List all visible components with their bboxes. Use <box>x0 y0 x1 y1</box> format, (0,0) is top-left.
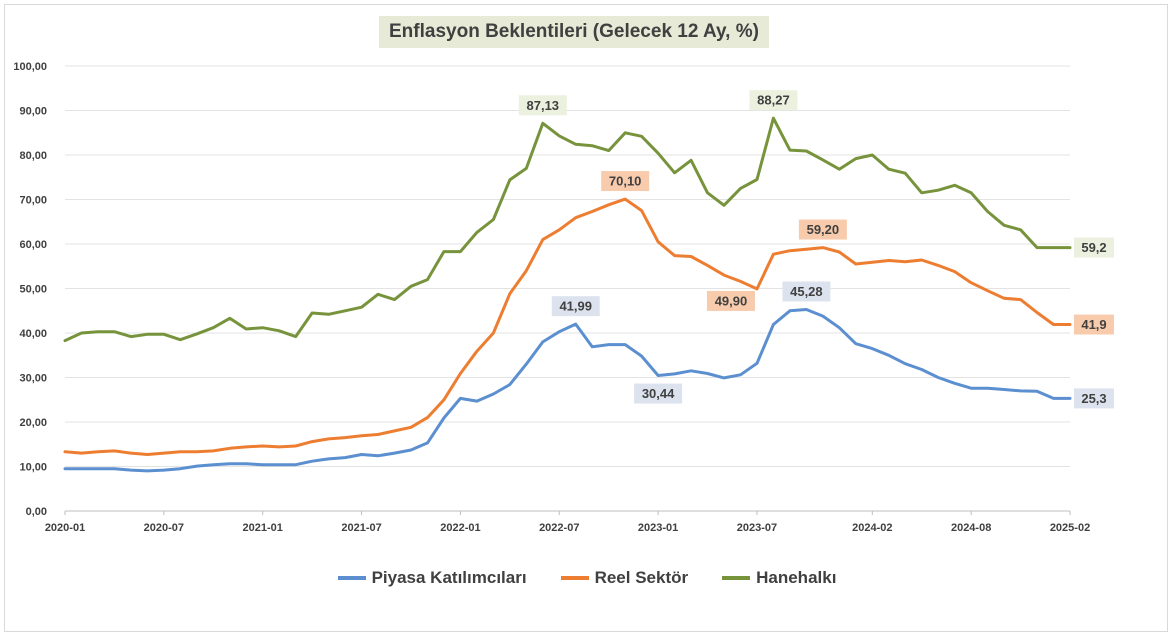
y-tick-label: 10,00 <box>19 462 47 474</box>
data-label: 59,2 <box>1081 240 1106 255</box>
series-line-2 <box>63 116 1072 343</box>
x-tick-label: 2023-07 <box>737 522 777 534</box>
data-label: 88,27 <box>757 93 790 108</box>
legend-item-hanehalki: Hanehalkı <box>722 568 836 588</box>
legend-swatch-piyasa <box>337 576 366 580</box>
data-label-bg <box>706 290 755 311</box>
chart-title: Enflasyon Beklentileri (Gelecek 12 Ay, %… <box>379 16 769 48</box>
y-tick-label: 20,00 <box>19 417 47 429</box>
legend-item-piyasa: Piyasa Katılımcıları <box>337 568 527 588</box>
y-tick-label: 0,00 <box>26 506 47 518</box>
x-tick-label: 2021-01 <box>243 522 283 534</box>
data-label-bg <box>749 90 798 111</box>
x-tick-label: 2024-02 <box>852 522 892 534</box>
data-label-bg <box>601 171 650 192</box>
y-tick-label: 50,00 <box>19 284 47 296</box>
data-label: 70,10 <box>609 174 642 189</box>
legend-swatch-reel <box>560 576 589 580</box>
data-label: 41,9 <box>1081 317 1106 332</box>
legend-label-reel: Reel Sektör <box>594 568 689 587</box>
data-label: 25,3 <box>1081 391 1106 406</box>
x-tick-label: 2021-07 <box>341 522 381 534</box>
data-label-bg <box>1074 388 1114 409</box>
x-tick-label: 2023-01 <box>638 522 678 534</box>
legend-swatch-hanehalki <box>722 576 751 580</box>
y-tick-label: 30,00 <box>19 373 47 385</box>
data-label: 30,44 <box>642 386 675 401</box>
y-tick-label: 90,00 <box>19 106 47 118</box>
legend-label-piyasa: Piyasa Katılımcıları <box>371 568 527 587</box>
y-tick-label: 60,00 <box>19 239 47 251</box>
data-label-bg <box>1074 237 1114 258</box>
data-label-bg <box>798 219 847 240</box>
data-label-bg <box>1074 314 1114 335</box>
data-label: 49,90 <box>715 293 748 308</box>
data-label-bg <box>551 296 600 317</box>
y-tick-label: 100,00 <box>13 61 47 73</box>
data-label-bg <box>782 281 831 302</box>
x-tick-label: 2022-07 <box>539 522 579 534</box>
series-line-0 <box>63 308 1072 473</box>
x-tick-label: 2024-08 <box>951 522 991 534</box>
chart-legend: Piyasa Katılımcıları Reel Sektör Hanehal… <box>0 568 1174 588</box>
legend-label-hanehalki: Hanehalkı <box>756 568 837 587</box>
data-label-bg <box>634 383 683 404</box>
y-tick-label: 80,00 <box>19 150 47 162</box>
x-tick-label: 2025-02 <box>1050 522 1090 534</box>
y-tick-label: 70,00 <box>19 195 47 207</box>
x-tick-label: 2020-07 <box>144 522 184 534</box>
legend-item-reel: Reel Sektör <box>560 568 689 588</box>
data-label: 87,13 <box>527 98 560 113</box>
data-label: 45,28 <box>790 284 823 299</box>
x-tick-label: 2020-01 <box>45 522 85 534</box>
series-line-1 <box>63 197 1072 456</box>
x-tick-label: 2022-01 <box>440 522 480 534</box>
data-label-bg <box>518 95 567 116</box>
data-label: 59,20 <box>807 222 840 237</box>
chart-frame <box>4 4 1168 632</box>
y-tick-label: 40,00 <box>19 328 47 340</box>
data-label: 41,99 <box>559 299 592 314</box>
